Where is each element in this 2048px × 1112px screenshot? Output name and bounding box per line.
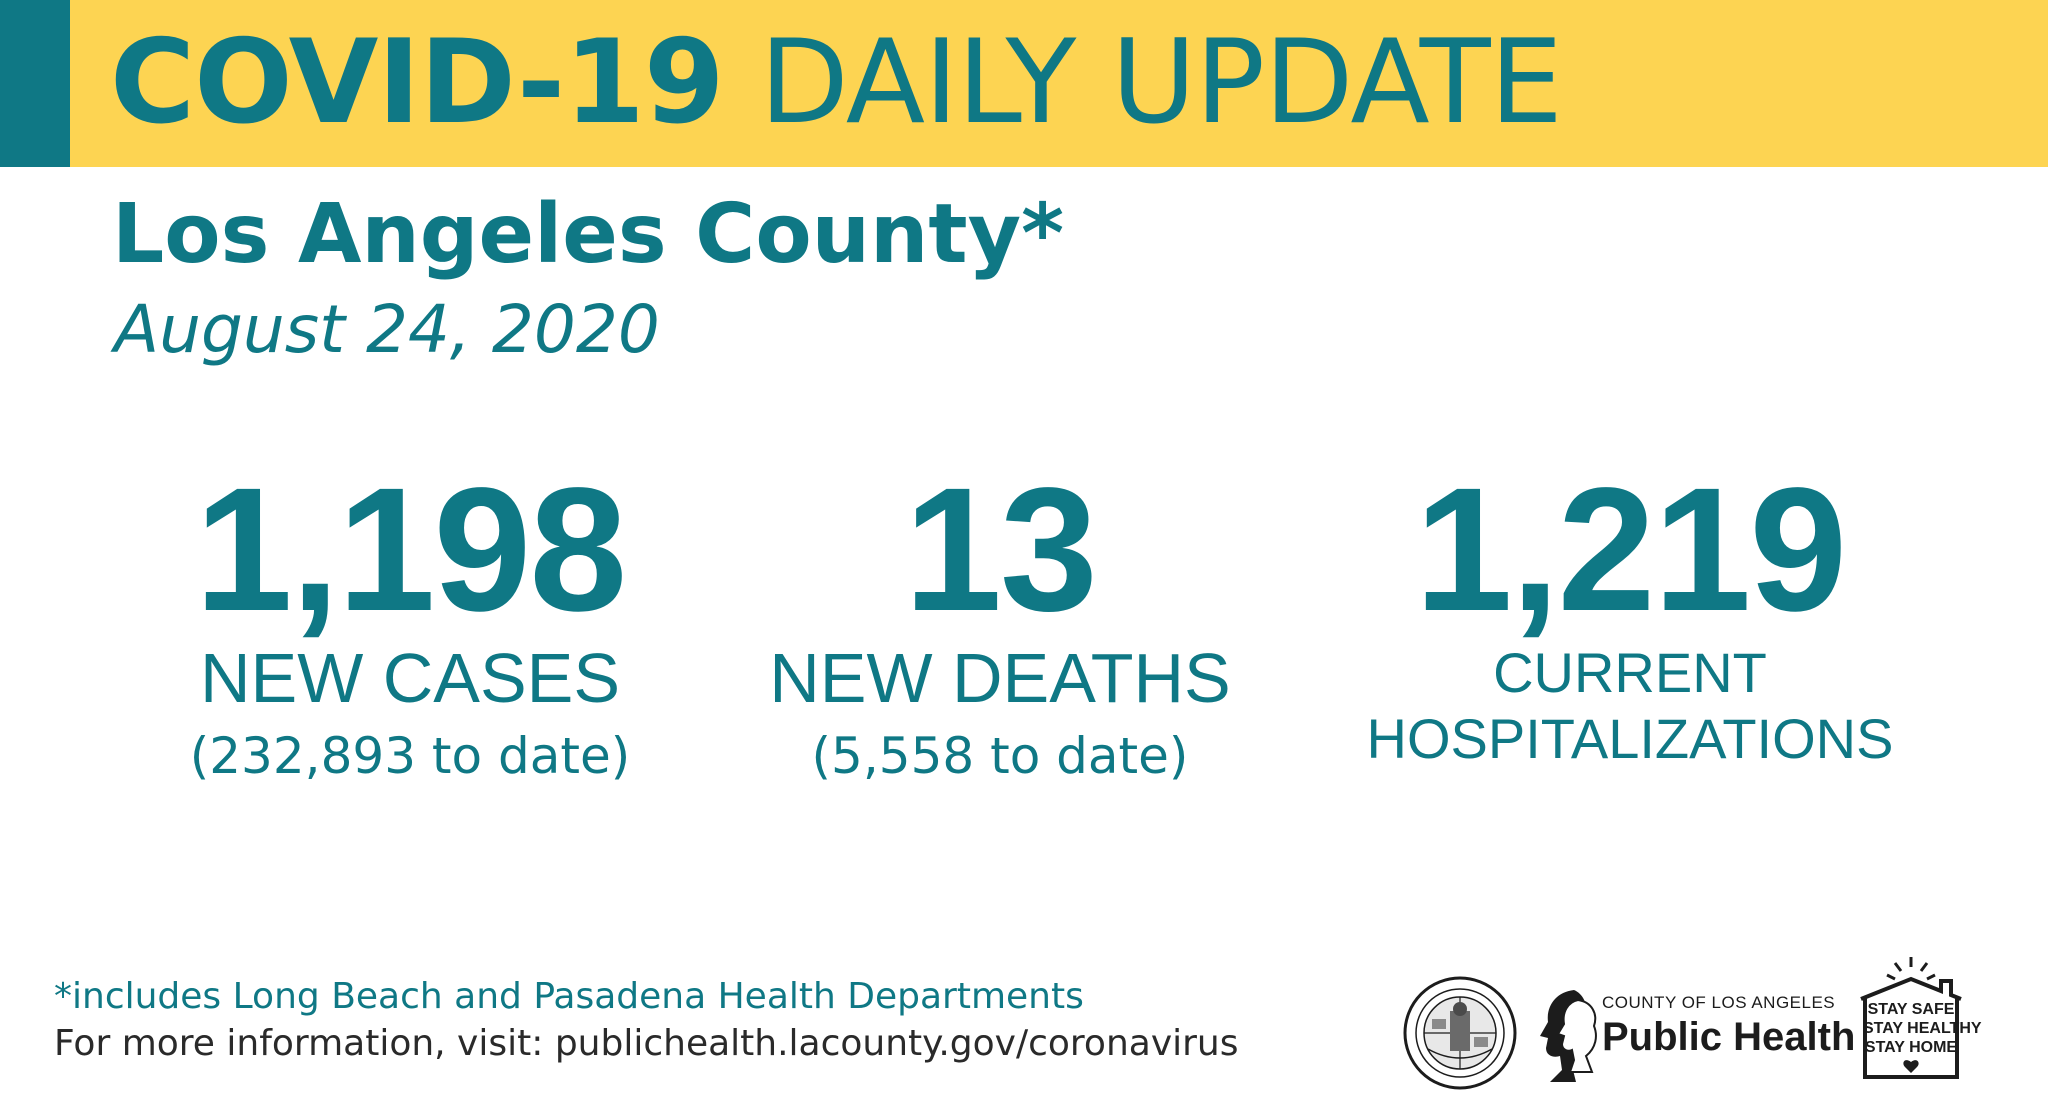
hospitalizations-label-line2: HOSPITALIZATIONS — [1366, 707, 1894, 770]
header-banner — [0, 0, 2048, 167]
page-title: COVID-19 DAILY UPDATE — [110, 15, 1563, 150]
stat-hospitalizations: 1,219 CURRENT HOSPITALIZATIONS — [1330, 460, 1930, 772]
more-info: For more information, visit: publichealt… — [54, 1022, 1239, 1066]
more-info-link[interactable]: publichealth.lacounty.gov/coronavirus — [554, 1023, 1239, 1064]
public-health-profile-icon — [1540, 990, 1597, 1082]
stay-line-safe: STAY SAFE — [1867, 1001, 1955, 1018]
stay-line-home: STAY HOME — [1864, 1039, 1958, 1056]
public-health-logo: County of Los Angeles Public Health — [1532, 978, 1855, 1088]
new-cases-to-date: (232,893 to date) — [189, 727, 631, 785]
title-light: DAILY UPDATE — [759, 15, 1562, 150]
public-health-county-text: County of Los Angeles — [1602, 993, 1836, 1012]
new-cases-label: NEW CASES — [199, 639, 621, 717]
hospitalizations-value: 1,219 — [1414, 452, 1847, 648]
house-icon — [1860, 957, 1962, 1079]
stat-new-deaths: 13 NEW DEATHS (5,558 to date) — [740, 460, 1260, 786]
header-accent-bar — [0, 0, 70, 167]
stay-line-healthy: STAY HEALTHY — [1863, 1020, 1982, 1037]
stay-safe-logo: STAY SAFE STAY HEALTHY STAY HOME — [1855, 955, 1982, 1085]
public-health-name: Public Health — [1602, 1015, 1856, 1059]
county-seal-icon — [1403, 976, 1517, 1090]
stay-safe-text: STAY SAFE STAY HEALTHY STAY HOME — [1863, 1000, 1982, 1057]
stat-new-cases: 1,198 NEW CASES (232,893 to date) — [150, 460, 670, 786]
hospitalizations-label-line1: CURRENT — [1493, 641, 1767, 704]
new-deaths-to-date: (5,558 to date) — [811, 727, 1189, 785]
new-deaths-value: 13 — [904, 452, 1098, 648]
more-info-prefix: For more information, visit: — [54, 1023, 555, 1064]
title-bold: COVID-19 — [110, 15, 725, 150]
report-date: August 24, 2020 — [114, 291, 660, 368]
new-deaths-label: NEW DEATHS — [769, 639, 1231, 717]
county-heading: Los Angeles County* — [112, 187, 1064, 282]
footnote: *includes Long Beach and Pasadena Health… — [54, 976, 1084, 1017]
new-cases-value: 1,198 — [194, 452, 627, 648]
